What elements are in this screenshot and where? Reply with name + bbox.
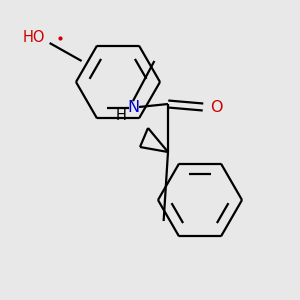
Text: N: N xyxy=(127,100,139,115)
Text: H: H xyxy=(116,109,126,124)
Text: O: O xyxy=(210,100,223,115)
Text: HO: HO xyxy=(22,31,45,46)
